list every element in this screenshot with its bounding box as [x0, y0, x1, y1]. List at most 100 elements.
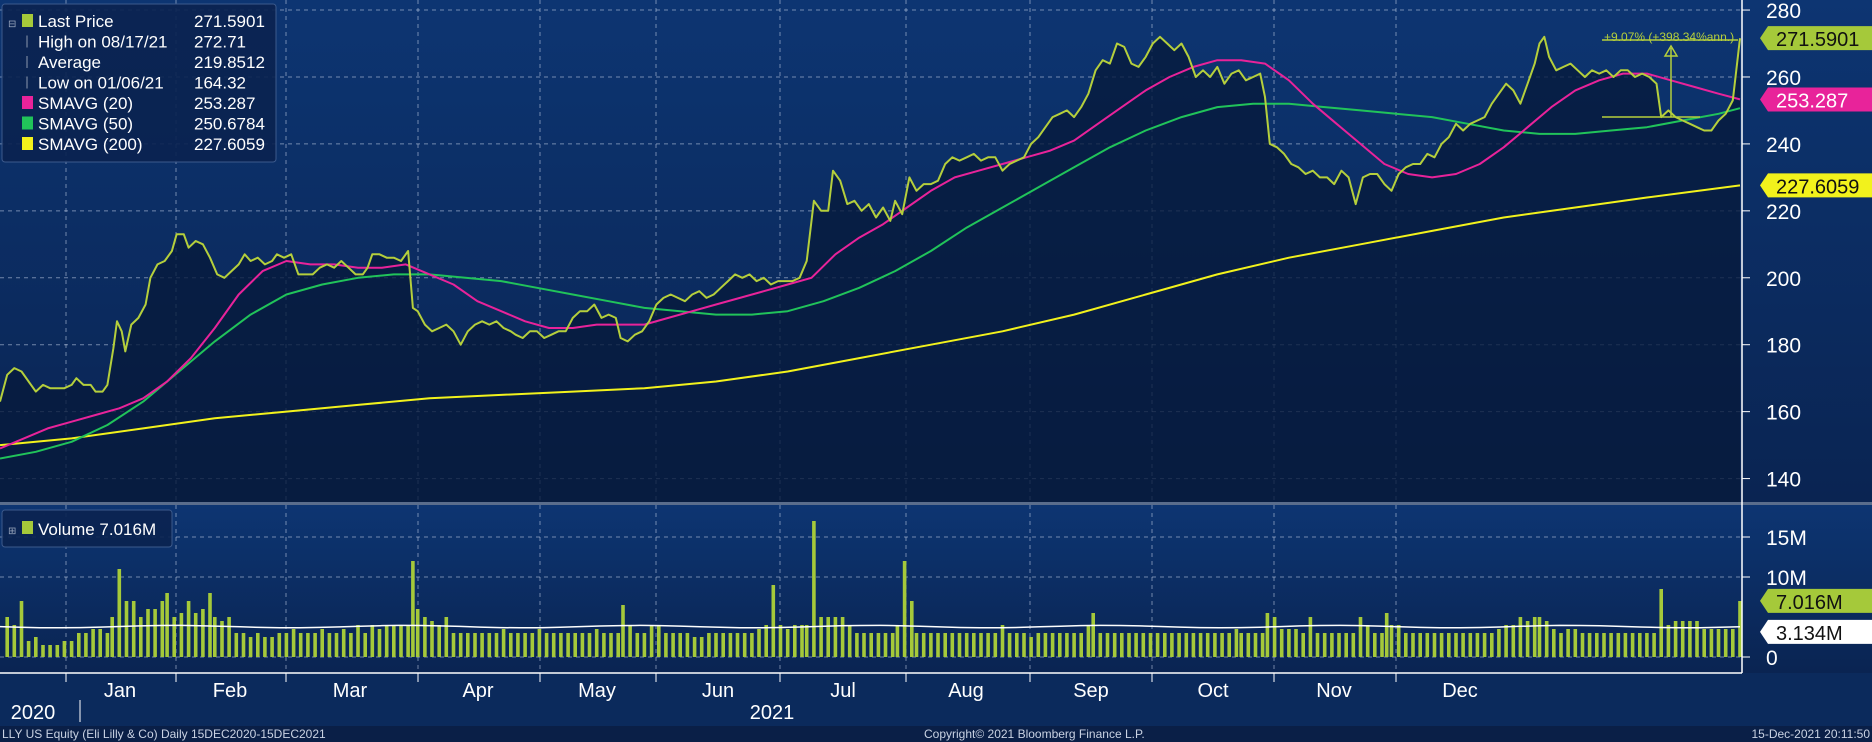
legend-value: 227.6059: [194, 135, 265, 154]
smavg-50-line: [0, 102, 1741, 460]
volume-bar: [785, 629, 790, 657]
return-annotation-text: +9.07% (+398.34%ann.): [1604, 30, 1734, 44]
volume-bar: [1425, 633, 1430, 657]
volume-bar: [1680, 621, 1685, 657]
volume-bar: [1587, 633, 1592, 657]
panel-divider[interactable]: [0, 502, 1872, 505]
volume-bar: [616, 633, 620, 657]
volume-bar: [1148, 633, 1153, 657]
volume-bar: [12, 625, 17, 657]
volume-bar: [1279, 629, 1284, 657]
volume-bar: [509, 633, 513, 657]
volume-bar: [1482, 633, 1487, 657]
volume-bar: [587, 633, 592, 657]
volume-bar: [241, 633, 246, 657]
volume-bar: [1322, 633, 1327, 657]
volume-bar: [1086, 625, 1091, 657]
legend-swatch: [22, 14, 33, 27]
volume-bar: [139, 617, 143, 657]
volume-bar: [929, 633, 933, 657]
volume-bar: [523, 633, 527, 657]
legend-value: 253.287: [194, 94, 255, 113]
volume-bar: [1432, 633, 1437, 657]
volume-bar: [334, 633, 339, 657]
volume-bar: [551, 633, 556, 657]
price-axis-label: 220: [1766, 201, 1801, 224]
volume-bar: [707, 633, 711, 657]
volume-bar: [855, 633, 859, 657]
price-y-axis: 140 160 180 200 220 240 260 280: [1742, 0, 1801, 492]
volume-bar: [1330, 633, 1334, 657]
volume-bar: [1525, 621, 1530, 657]
volume-bar: [1058, 633, 1062, 657]
volume-bar: [1315, 633, 1320, 657]
price-axis-label: 200: [1766, 268, 1801, 291]
volume-bar: [263, 637, 267, 657]
volume-bar: [1566, 629, 1570, 657]
volume-bar: [444, 617, 449, 657]
volume-bar: [1287, 629, 1291, 657]
volume-bar: [1036, 633, 1041, 657]
volume-bar: [1389, 625, 1394, 657]
volume-bar: [1220, 633, 1224, 657]
volume-bar: [41, 645, 45, 657]
x-axis: Jan Feb Mar Apr May Jun Jul Aug Sep Oct Nov Dec 2020…: [0, 0, 1743, 724]
volume-bar: [256, 633, 260, 657]
volume-bar: [910, 601, 914, 657]
volume-bar: [621, 605, 625, 657]
volume-bar: [742, 633, 747, 657]
volume-bar: [306, 633, 310, 657]
volume-bar: [110, 617, 114, 657]
volume-bar: [77, 633, 81, 657]
volume-bar: [876, 633, 881, 657]
volume-bar: [1573, 629, 1578, 657]
volume-value-tag: [1760, 619, 1872, 644]
volume-bar: [914, 633, 919, 657]
volume-bar: [1184, 633, 1189, 657]
volume-bar: [248, 637, 253, 657]
volume-bar: [1454, 633, 1458, 657]
volume-bar: [1595, 633, 1599, 657]
volume-bar: [1043, 633, 1048, 657]
volume-bar: [1177, 633, 1181, 657]
volume-bar: [1213, 633, 1217, 657]
volume-bar: [826, 617, 830, 657]
volume-bar: [1253, 633, 1258, 657]
volume-bar: [804, 625, 809, 657]
volume-bar: [678, 633, 682, 657]
volume-bar: [1504, 625, 1508, 657]
volume-bar: [160, 601, 165, 657]
x-axis-year-label: 2021: [750, 702, 795, 724]
volume-bar: [1532, 617, 1537, 657]
legend-value: 272.71: [194, 33, 246, 52]
volume-bar: [664, 633, 668, 657]
volume-bar: [812, 521, 816, 657]
volume-bar: [1050, 633, 1055, 657]
volume-bar: [201, 609, 205, 657]
legend-value: 250.6784: [194, 115, 265, 134]
volume-bar: [1447, 633, 1451, 657]
volume-bar: [105, 633, 110, 657]
volume-bar: [131, 601, 136, 657]
volume-bar: [1688, 621, 1692, 657]
volume-value-tag: [1760, 588, 1872, 613]
volume-bar: [890, 633, 895, 657]
volume-bar: [1105, 633, 1110, 657]
volume-bar: [609, 633, 613, 657]
volume-bar: [26, 641, 31, 657]
volume-bar: [1609, 633, 1613, 657]
volume-legend-label: Volume 7.016M: [38, 520, 156, 539]
x-axis-month-label: Dec: [1442, 680, 1478, 702]
volume-bar: [1475, 633, 1480, 657]
price-value-tags: 271.5901 253.287 227.6059: [1760, 26, 1872, 198]
volume-bar: [986, 633, 990, 657]
volume-bar: [1738, 601, 1742, 657]
legend-label: Average: [38, 53, 101, 72]
volume-bar: [793, 625, 797, 657]
volume-bar: [1091, 613, 1095, 657]
volume-bar: [208, 593, 212, 657]
legend-label: SMAVG (200): [38, 135, 143, 154]
volume-bar: [1418, 633, 1422, 657]
price-axis-label: 180: [1766, 335, 1801, 358]
